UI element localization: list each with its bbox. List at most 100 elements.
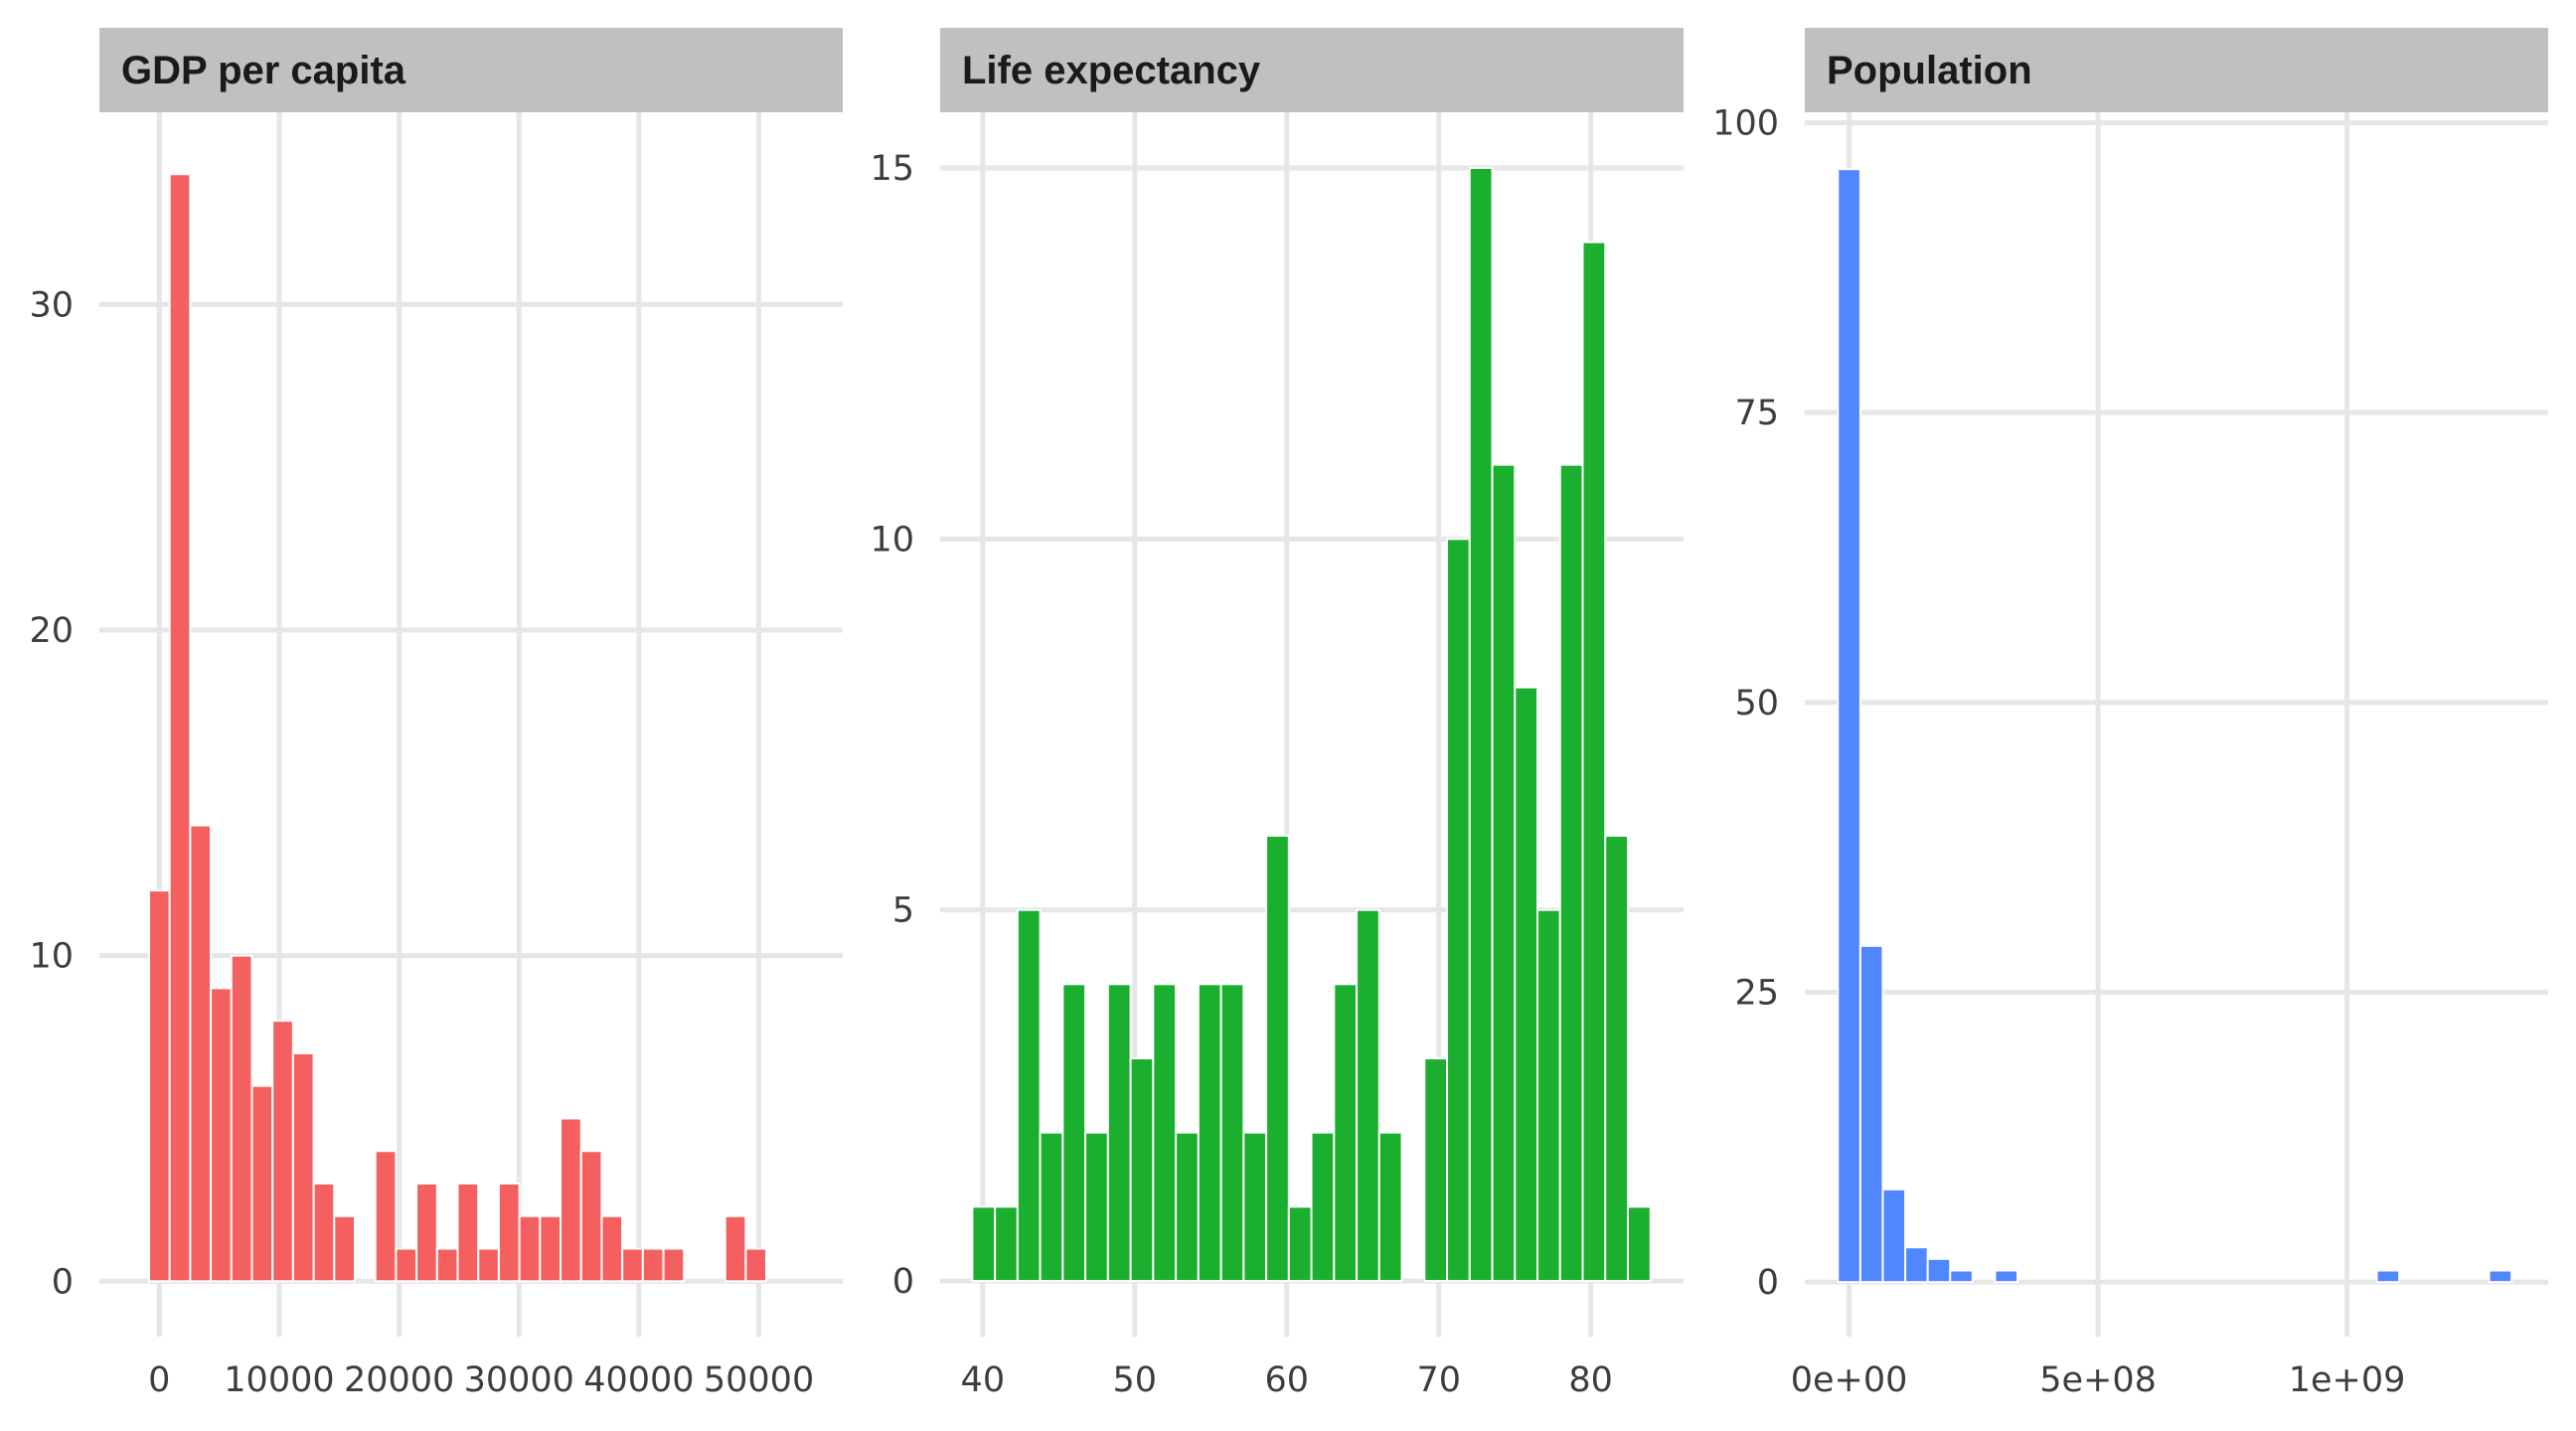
- x-tick-label: 60: [1264, 1360, 1309, 1400]
- y-tick-label: 25: [1734, 974, 1779, 1014]
- facet-title: GDP per capita: [121, 49, 406, 92]
- histogram-bar: [1175, 1131, 1200, 1282]
- histogram-bar: [621, 1247, 644, 1283]
- x-tick-label: 5e+08: [2039, 1360, 2157, 1400]
- histogram-bar: [1016, 908, 1042, 1283]
- histogram-bar: [168, 173, 192, 1283]
- histogram-bar: [1994, 1269, 2019, 1284]
- histogram-bar: [456, 1183, 480, 1283]
- panel-population: Population 0e+00 5e+08 1e+09 0 25 50 75 100: [1712, 28, 2548, 1400]
- x-tick-label: 50000: [704, 1360, 814, 1400]
- histogram-bar: [395, 1247, 418, 1283]
- histogram-bar: [1468, 167, 1494, 1282]
- x-tick-label: 20000: [344, 1360, 454, 1400]
- histogram-bar: [250, 1084, 274, 1283]
- histogram-bar: [600, 1214, 624, 1283]
- x-tick-label: 10000: [224, 1360, 334, 1400]
- histogram-bar: [291, 1051, 315, 1283]
- histogram-bar: [724, 1214, 747, 1283]
- histogram-bar: [1106, 983, 1132, 1282]
- facet-title: Life expectancy: [962, 49, 1261, 92]
- y-tick-label: 10: [870, 520, 914, 559]
- histogram-bar: [662, 1247, 686, 1283]
- histogram-bar: [1310, 1131, 1336, 1282]
- panel-life-expectancy: Life expectancy 40 50 60 70 80 0 5 10 15: [870, 28, 1684, 1400]
- x-tick-label: 40: [961, 1360, 1006, 1400]
- y-axis-ticks: 0 10 20 30: [29, 285, 74, 1302]
- x-tick-label: 80: [1568, 1360, 1613, 1400]
- histogram-bar: [147, 889, 171, 1283]
- histogram-bar: [744, 1247, 768, 1283]
- x-tick-label: 30000: [464, 1360, 574, 1400]
- y-tick-label: 30: [29, 285, 74, 325]
- y-tick-label: 0: [1757, 1263, 1779, 1303]
- facet-title: Population: [1827, 49, 2032, 92]
- histogram-bar: [1949, 1269, 1974, 1284]
- histogram-bar: [435, 1247, 459, 1283]
- bars: [971, 167, 1652, 1283]
- histogram-bar: [415, 1183, 438, 1283]
- y-tick-label: 5: [892, 891, 914, 931]
- x-axis-ticks: 0e+00 5e+08 1e+09: [1791, 1360, 2406, 1400]
- histogram-bar: [1627, 1205, 1652, 1283]
- facet-strip: [940, 28, 1684, 112]
- histogram-bar: [1084, 1131, 1109, 1282]
- y-tick-label: 0: [52, 1262, 74, 1302]
- histogram-bar: [1926, 1257, 1952, 1284]
- histogram-bar: [1265, 835, 1290, 1282]
- histogram-bar: [1858, 944, 1884, 1284]
- facet-strip: [1805, 28, 2548, 112]
- histogram-bar: [2375, 1269, 2401, 1284]
- histogram-bar: [210, 987, 233, 1283]
- x-tick-label: 40000: [583, 1360, 694, 1400]
- y-axis-ticks: 0 5 10 15: [870, 149, 914, 1302]
- histogram-bar: [1061, 983, 1087, 1282]
- histogram-bar: [1242, 1131, 1268, 1282]
- histogram-bar: [994, 1205, 1019, 1283]
- x-axis-ticks: 40 50 60 70 80: [961, 1360, 1613, 1400]
- histogram-bar: [1356, 908, 1380, 1283]
- y-tick-label: 10: [29, 937, 74, 977]
- x-tick-label: 50: [1113, 1360, 1158, 1400]
- histogram-bar: [1536, 908, 1561, 1283]
- histogram-bar: [1129, 1057, 1155, 1282]
- histogram-bar: [1881, 1188, 1907, 1284]
- bars: [147, 173, 768, 1283]
- histogram-bar: [539, 1214, 563, 1283]
- histogram-bar: [1904, 1246, 1929, 1284]
- y-tick-label: 50: [1734, 684, 1779, 723]
- y-tick-label: 20: [29, 611, 74, 651]
- x-tick-label: 0: [148, 1360, 170, 1400]
- histogram-bar: [971, 1205, 997, 1283]
- histogram-bar: [230, 954, 253, 1283]
- histogram-bar: [1558, 463, 1584, 1282]
- histogram-bar: [1333, 983, 1359, 1282]
- histogram-bar: [1377, 1131, 1403, 1282]
- histogram-bar: [560, 1117, 582, 1283]
- histogram-bar: [1604, 835, 1630, 1282]
- histogram-bar: [1039, 1131, 1064, 1282]
- gridlines: [1805, 112, 2548, 1337]
- y-tick-label: 100: [1712, 104, 1779, 144]
- x-tick-label: 1e+09: [2289, 1360, 2406, 1400]
- y-tick-label: 15: [870, 149, 914, 189]
- x-tick-label: 70: [1416, 1360, 1461, 1400]
- histogram-bar: [1837, 168, 1861, 1284]
- histogram-bar: [1152, 983, 1178, 1282]
- histogram-bar: [518, 1214, 542, 1283]
- bars: [1837, 168, 2513, 1284]
- histogram-bar: [1423, 1057, 1449, 1282]
- panel-gdp-per-capita: GDP per capita 0 10000 20000 30000 40000 5000…: [29, 28, 843, 1400]
- gridlines: [99, 112, 843, 1337]
- histogram-bar: [1287, 1205, 1313, 1283]
- histogram-bar: [579, 1150, 603, 1283]
- y-tick-label: 0: [892, 1262, 914, 1302]
- histogram-bar: [477, 1247, 500, 1283]
- histogram-bar: [1219, 983, 1245, 1282]
- histogram-bar: [1197, 983, 1222, 1282]
- histogram-bar: [374, 1150, 398, 1283]
- facet-strip: [99, 28, 843, 112]
- histogram-bar: [497, 1183, 521, 1283]
- histogram-bar: [312, 1183, 336, 1283]
